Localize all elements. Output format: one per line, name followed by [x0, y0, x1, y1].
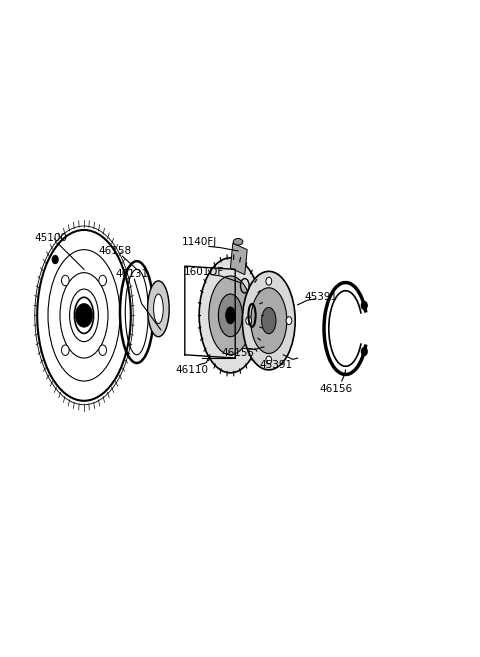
- Circle shape: [52, 256, 58, 263]
- Text: 46158: 46158: [98, 246, 132, 256]
- Text: 45100: 45100: [34, 233, 67, 243]
- Circle shape: [266, 277, 272, 285]
- Text: 46156: 46156: [319, 384, 353, 394]
- Polygon shape: [230, 243, 247, 275]
- Circle shape: [99, 345, 107, 355]
- Ellipse shape: [154, 294, 163, 324]
- Text: 45391: 45391: [304, 292, 337, 302]
- Circle shape: [61, 275, 69, 286]
- Ellipse shape: [251, 288, 287, 353]
- Circle shape: [246, 317, 252, 325]
- Circle shape: [361, 348, 367, 355]
- Ellipse shape: [226, 307, 235, 324]
- Ellipse shape: [209, 276, 252, 355]
- Ellipse shape: [218, 294, 242, 337]
- Circle shape: [286, 317, 292, 325]
- Ellipse shape: [262, 307, 276, 334]
- Ellipse shape: [242, 271, 295, 370]
- Ellipse shape: [148, 281, 169, 336]
- Circle shape: [361, 302, 367, 309]
- Circle shape: [99, 275, 107, 286]
- Circle shape: [75, 304, 93, 327]
- Circle shape: [61, 345, 69, 355]
- Text: 46155: 46155: [221, 348, 254, 359]
- Ellipse shape: [233, 238, 243, 245]
- Text: 45391: 45391: [260, 359, 293, 370]
- Text: 46110: 46110: [176, 365, 208, 375]
- Ellipse shape: [199, 258, 262, 373]
- Circle shape: [266, 356, 272, 364]
- Text: 1140FJ: 1140FJ: [181, 237, 217, 247]
- Text: 1601DF: 1601DF: [184, 267, 224, 277]
- Text: 46131: 46131: [115, 269, 149, 279]
